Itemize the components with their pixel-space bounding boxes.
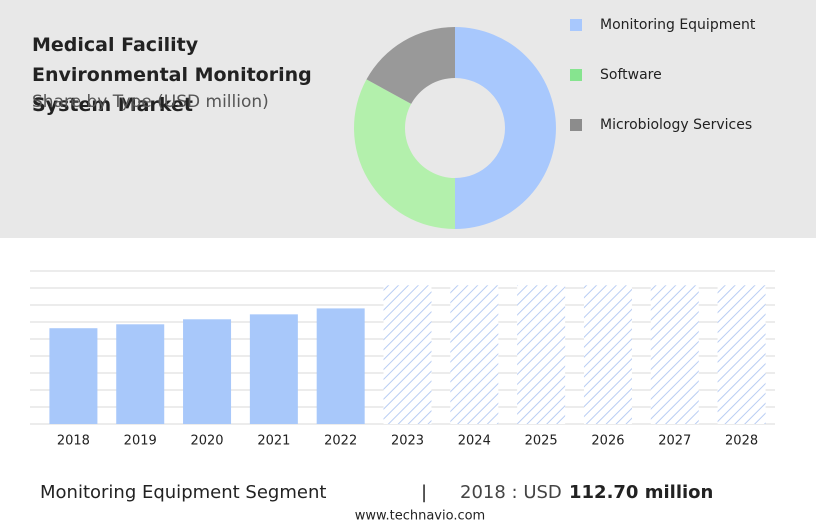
legend-swatch xyxy=(570,69,582,81)
legend-label: Software xyxy=(600,67,662,83)
x-tick-label: 2019 xyxy=(124,434,157,449)
x-tick-label: 2022 xyxy=(324,434,357,449)
footer-source: www.technavio.com xyxy=(355,509,485,524)
forecast-placeholder xyxy=(517,285,566,424)
bar xyxy=(49,328,98,424)
legend-swatch xyxy=(570,19,582,31)
forecast-placeholder xyxy=(717,285,766,424)
x-tick-label: 2021 xyxy=(257,434,290,449)
x-tick-label: 2028 xyxy=(725,434,758,449)
bar xyxy=(316,308,365,424)
x-tick-label: 2027 xyxy=(658,434,691,449)
legend-label: Monitoring Equipment xyxy=(600,17,756,33)
bar xyxy=(249,314,298,424)
legend-swatch xyxy=(570,119,582,131)
donut-slice xyxy=(353,79,455,229)
chart-subtitle: Share by Type (USD million) xyxy=(32,92,269,112)
footer-year: 2018 : USD xyxy=(460,482,562,503)
forecast-placeholder xyxy=(383,285,432,424)
footer-separator: | xyxy=(421,482,427,503)
legend-label: Microbiology Services xyxy=(600,117,752,133)
bar xyxy=(183,319,232,424)
bar xyxy=(116,324,165,424)
footer-value: 112.70 million xyxy=(569,482,713,503)
x-tick-label: 2018 xyxy=(57,434,90,449)
chart-title: Medical Facility Environmental Monitorin… xyxy=(32,34,312,116)
footer-segment: Monitoring Equipment Segment xyxy=(40,482,326,503)
x-tick-label: 2026 xyxy=(591,434,624,449)
x-tick-label: 2024 xyxy=(458,434,491,449)
x-tick-label: 2020 xyxy=(190,434,223,449)
x-tick-label: 2023 xyxy=(391,434,424,449)
donut-slice xyxy=(455,27,556,229)
forecast-placeholder xyxy=(583,285,632,424)
x-tick-label: 2025 xyxy=(525,434,558,449)
forecast-placeholder xyxy=(650,285,699,424)
forecast-placeholder xyxy=(450,285,499,424)
donut-slice xyxy=(366,27,455,104)
